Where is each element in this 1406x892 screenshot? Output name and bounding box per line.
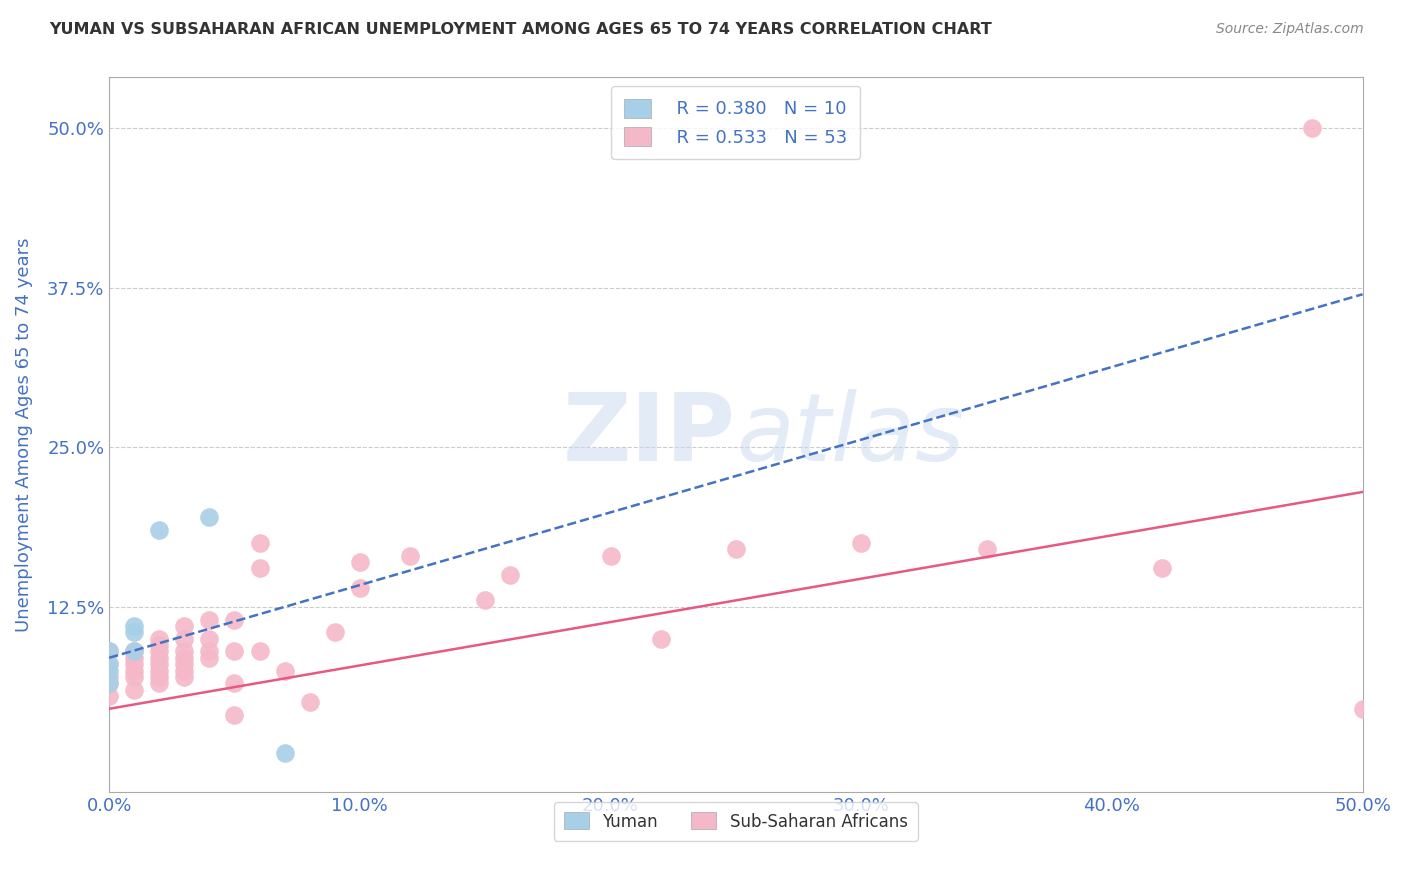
Point <box>273 664 295 678</box>
Point <box>198 510 221 524</box>
Point <box>499 567 522 582</box>
Point <box>851 536 873 550</box>
Point <box>173 644 195 658</box>
Point <box>198 644 221 658</box>
Point <box>224 676 246 690</box>
Point <box>122 644 145 658</box>
Point <box>122 650 145 665</box>
Point <box>98 644 121 658</box>
Point <box>298 695 321 709</box>
Point <box>198 632 221 646</box>
Point <box>148 657 170 672</box>
Point <box>198 650 221 665</box>
Point <box>122 644 145 658</box>
Text: atlas: atlas <box>735 389 965 480</box>
Point <box>323 625 346 640</box>
Point <box>148 644 170 658</box>
Point <box>249 561 271 575</box>
Point <box>98 644 121 658</box>
Point <box>148 523 170 537</box>
Point <box>173 664 195 678</box>
Point <box>650 632 672 646</box>
Legend:   R = 0.380   N = 10,   R = 0.533   N = 53: R = 0.380 N = 10, R = 0.533 N = 53 <box>612 87 860 160</box>
Point <box>349 581 371 595</box>
Point <box>198 613 221 627</box>
Point <box>1150 561 1173 575</box>
Point <box>249 644 271 658</box>
Text: Source: ZipAtlas.com: Source: ZipAtlas.com <box>1216 22 1364 37</box>
Point <box>148 632 170 646</box>
Point <box>148 638 170 652</box>
Point <box>98 689 121 703</box>
Point <box>122 657 145 672</box>
Point <box>474 593 496 607</box>
Point <box>98 676 121 690</box>
Point <box>224 708 246 723</box>
Point <box>273 747 295 761</box>
Point <box>599 549 621 563</box>
Text: YUMAN VS SUBSAHARAN AFRICAN UNEMPLOYMENT AMONG AGES 65 TO 74 YEARS CORRELATION C: YUMAN VS SUBSAHARAN AFRICAN UNEMPLOYMENT… <box>49 22 993 37</box>
Y-axis label: Unemployment Among Ages 65 to 74 years: Unemployment Among Ages 65 to 74 years <box>15 237 32 632</box>
Point <box>98 664 121 678</box>
Point <box>399 549 422 563</box>
Point <box>148 676 170 690</box>
Point <box>122 670 145 684</box>
Point <box>98 670 121 684</box>
Point <box>224 613 246 627</box>
Point <box>224 644 246 658</box>
Point <box>249 536 271 550</box>
Text: ZIP: ZIP <box>562 389 735 481</box>
Point <box>98 657 121 672</box>
Point <box>1351 702 1374 716</box>
Point <box>173 657 195 672</box>
Point <box>122 664 145 678</box>
Point <box>173 619 195 633</box>
Point <box>173 650 195 665</box>
Point <box>122 619 145 633</box>
Point <box>122 682 145 697</box>
Point <box>98 657 121 672</box>
Point <box>349 555 371 569</box>
Point <box>173 670 195 684</box>
Point <box>148 650 170 665</box>
Point <box>1301 121 1323 136</box>
Point <box>976 542 998 557</box>
Point <box>173 632 195 646</box>
Point <box>148 664 170 678</box>
Point <box>148 670 170 684</box>
Point <box>122 625 145 640</box>
Point <box>98 676 121 690</box>
Point <box>724 542 747 557</box>
